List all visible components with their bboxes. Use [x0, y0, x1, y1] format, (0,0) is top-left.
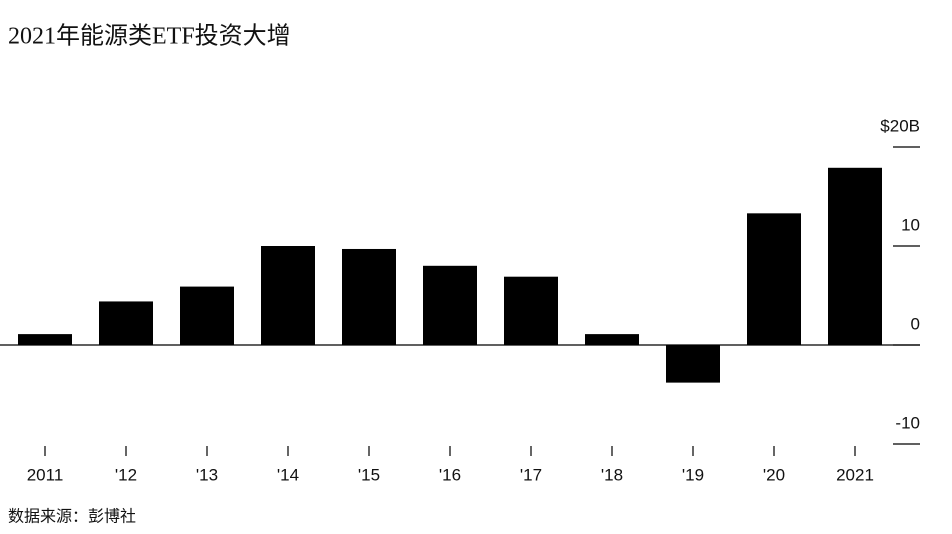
x-tick-label: '19: [682, 465, 704, 484]
x-tick-label: '16: [439, 465, 461, 484]
bar: [342, 248, 396, 345]
bar: [747, 213, 801, 345]
x-tick-label: '18: [601, 465, 623, 484]
y-tick-label: -10: [895, 413, 920, 432]
x-tick-label: 2021: [836, 465, 874, 484]
x-tick-label: '12: [115, 465, 137, 484]
x-tick-label: '13: [196, 465, 218, 484]
bar: [828, 167, 882, 345]
bar: [261, 246, 315, 345]
x-tick-label: 2011: [27, 465, 64, 484]
bar: [666, 345, 720, 383]
bar: [99, 301, 153, 345]
chart-title: 2021年能源类ETF投资大增: [8, 23, 291, 50]
bar: [504, 276, 558, 345]
x-tick-label: '17: [520, 465, 542, 484]
bar: [180, 286, 234, 345]
x-tick-label: '14: [277, 465, 299, 484]
y-tick-label: 10: [901, 215, 920, 234]
source-note: 数据来源：彭博社: [8, 508, 136, 526]
y-tick-label: 0: [911, 314, 920, 333]
y-tick-label: $20B: [880, 116, 920, 135]
x-tick-label: '15: [358, 465, 380, 484]
bar: [423, 265, 477, 345]
bar: [18, 334, 72, 345]
x-tick-label: '20: [763, 465, 785, 484]
bar: [585, 334, 639, 345]
